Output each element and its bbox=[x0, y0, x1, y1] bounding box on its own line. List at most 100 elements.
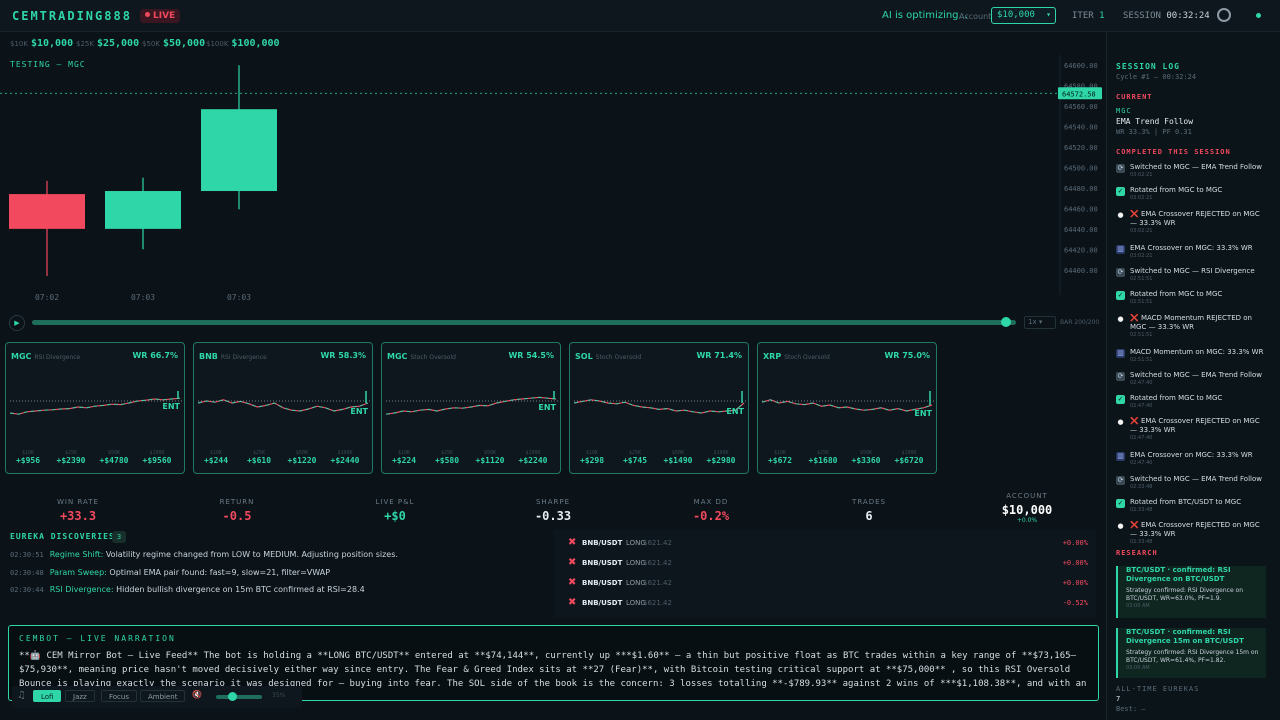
stat-label: LIVE P&L bbox=[375, 498, 415, 506]
current-stats: WR 33.3% | PF 0.31 bbox=[1116, 128, 1192, 136]
trade-price: $621.42 bbox=[643, 559, 672, 567]
volume-slider[interactable] bbox=[216, 695, 262, 699]
discovery-item: 02:30:51 Regime Shift: Volatility regime … bbox=[10, 550, 398, 559]
strategy-card-bnb[interactable]: BNB RSI Divergence WR 58.3% ENT $10K +$244 $25… bbox=[193, 342, 373, 474]
tier-value: +$2980 bbox=[706, 456, 736, 465]
y-tick-label: 64600.00 bbox=[1064, 62, 1098, 70]
card-symbol: MGC Stoch Oversold bbox=[387, 352, 456, 361]
volume-handle[interactable] bbox=[228, 692, 238, 701]
music-ambient-button[interactable]: Ambient bbox=[140, 690, 186, 702]
play-button[interactable]: ▶ bbox=[9, 315, 25, 331]
tier-value: +$1220 bbox=[287, 456, 317, 465]
timeline-scrubber[interactable] bbox=[32, 320, 1016, 325]
stat-return: RETURN -0.5 bbox=[187, 498, 287, 523]
level-50k[interactable]: $50K $50,000 bbox=[142, 38, 205, 49]
music-jazz-button[interactable]: Jazz bbox=[65, 690, 95, 702]
gear-icon[interactable] bbox=[1217, 8, 1231, 22]
trade-row[interactable]: ✖ BNB/USDT LONG $621.42 +0.00% bbox=[568, 537, 1088, 553]
trade-pnl: +0.00% bbox=[1062, 579, 1088, 587]
card-strategy: RSI Divergence bbox=[220, 354, 267, 361]
research-body: Strategy confirmed: RSI Divergence on BT… bbox=[1126, 587, 1244, 602]
tier-value: +$9560 bbox=[142, 456, 172, 465]
log-text: Switched to MGC — RSI Divergence bbox=[1130, 266, 1255, 275]
log-entry: ✓ Rotated from MGC to MGC 02:51:51 bbox=[1116, 290, 1268, 305]
level-25k[interactable]: $25K $25,000 bbox=[76, 38, 139, 49]
mute-icon[interactable]: 🔇 bbox=[192, 690, 202, 699]
card-sparkline bbox=[574, 391, 746, 414]
tier-label: $50K bbox=[107, 450, 121, 456]
log-entry: ● ❌ EMA Crossover REJECTED on MGC — 33.3%… bbox=[1116, 521, 1268, 545]
tier-value: +$1120 bbox=[475, 456, 505, 465]
level-10k[interactable]: $10K $10,000 bbox=[10, 38, 73, 49]
close-icon: ✖ bbox=[568, 577, 577, 588]
log-time: 03:02:21 bbox=[1130, 172, 1153, 178]
log-entry: ⟳ Switched to MGC — EMA Trend Follow 02:47… bbox=[1116, 371, 1268, 386]
tier-pnl: $50K +$1220 bbox=[282, 450, 322, 465]
tier-value: +$1490 bbox=[663, 456, 693, 465]
account-levels: $10K $10,000 $25K $25,000 $50K $50,000 $100… bbox=[0, 32, 1100, 54]
card-winrate: WR 54.5% bbox=[508, 351, 554, 360]
stat-value: $10,000 bbox=[1001, 503, 1053, 517]
tier-pnl: $25K +$580 bbox=[427, 450, 467, 465]
research-card[interactable]: BTC/USDT · confirmed: RSI Divergence 15m… bbox=[1116, 628, 1266, 678]
iter-indicator: ITER 1 bbox=[1072, 11, 1105, 21]
music-focus-button[interactable]: Focus bbox=[101, 690, 137, 702]
research-card[interactable]: BTC/USDT · confirmed: RSI Divergence on … bbox=[1116, 566, 1266, 618]
price-line-overlay bbox=[198, 399, 369, 412]
bulb-icon: ● bbox=[1117, 314, 1124, 323]
discovery-text: Optimal EMA pair found: fast=9, slow=21,… bbox=[106, 568, 331, 577]
music-player bbox=[12, 686, 302, 708]
strategy-card-sol[interactable]: SOL Stoch Oversold WR 71.4% ENT $10K +$298 $25… bbox=[569, 342, 749, 474]
level-value: $10,000 bbox=[30, 38, 74, 49]
session-timer: SESSION 00:32:24 bbox=[1123, 11, 1210, 21]
account-select[interactable]: $10,000 ▾ bbox=[991, 7, 1056, 24]
trade-side: LONG bbox=[626, 599, 646, 607]
trades-panel bbox=[554, 530, 1096, 618]
timeline-handle[interactable] bbox=[1001, 317, 1012, 327]
strategy-card-mgc[interactable]: MGC Stoch Oversold WR 54.5% ENT $10K +$224 $25… bbox=[381, 342, 561, 474]
bulb-icon: ● bbox=[1117, 418, 1124, 427]
log-text: MACD Momentum on MGC: 33.3% WR bbox=[1130, 347, 1264, 356]
price-line-overlay bbox=[762, 399, 933, 412]
music-lofi-button[interactable]: Lofi bbox=[33, 690, 62, 702]
card-winrate: WR 75.0% bbox=[884, 351, 930, 360]
price-line bbox=[574, 399, 745, 414]
log-time: 02:33:48 bbox=[1130, 539, 1153, 546]
trade-pnl: +0.00% bbox=[1062, 559, 1088, 567]
entry-label: ENT bbox=[914, 409, 932, 418]
discovery-key: Regime Shift: bbox=[49, 550, 104, 559]
strategy-card-mgc[interactable]: MGC RSI Divergence WR 66.7% ENT $10K +$956 $25… bbox=[5, 342, 185, 474]
level-value: $25,000 bbox=[96, 38, 140, 49]
y-tick-label: 64420.00 bbox=[1064, 246, 1098, 254]
tier-label: $25K bbox=[628, 450, 642, 456]
log-text: ❌ EMA Crossover REJECTED on MGC — 33.3% … bbox=[1130, 521, 1260, 539]
status-dot-icon bbox=[1256, 13, 1261, 18]
current-price-tag bbox=[1058, 87, 1102, 100]
y-tick-label: 64400.00 bbox=[1064, 267, 1098, 275]
tier-label: $10K bbox=[397, 450, 411, 456]
tier-value: +$580 bbox=[434, 456, 460, 465]
trade-row[interactable]: ✖ BNB/USDT LONG $621.42 +0.00% bbox=[568, 577, 1088, 593]
level-100k[interactable]: $100K $100,000 bbox=[206, 38, 280, 49]
log-time: 03:02:21 bbox=[1130, 252, 1153, 259]
log-text: ❌ MACD Momentum REJECTED on MGC — 33.3% … bbox=[1130, 313, 1252, 331]
strategy-card-xrp[interactable]: XRP Stoch Oversold WR 75.0% ENT $10K +$672 $25… bbox=[757, 342, 937, 474]
trade-row[interactable]: ✖ BNB/USDT LONG $621.42 -0.52% bbox=[568, 597, 1088, 613]
trade-symbol: BNB/USDT bbox=[582, 579, 623, 587]
trade-row[interactable]: ✖ BNB/USDT LONG $621.42 +0.00% bbox=[568, 557, 1088, 573]
live-label: LIVE bbox=[153, 11, 176, 21]
session-log-title: SESSION LOG bbox=[1116, 62, 1180, 71]
speed-select[interactable]: 1x ▾ bbox=[1024, 316, 1056, 329]
stat-value: 6 bbox=[865, 509, 873, 523]
tier-label: $100K bbox=[525, 450, 541, 456]
tier-pnl: $25K +$745 bbox=[615, 450, 655, 465]
switch-icon: ⟳ bbox=[1116, 371, 1125, 381]
trade-side: LONG bbox=[626, 539, 646, 547]
tier-pnl: $100K +$9560 bbox=[137, 450, 177, 465]
main-candle-chart[interactable]: 64600.00 64580.00 64560.00 64540.00 64520.00… bbox=[0, 55, 1105, 310]
trade-price: $621.42 bbox=[643, 539, 672, 547]
tier-pnl: $50K +$1120 bbox=[470, 450, 510, 465]
tier-pnl: $100K +$2440 bbox=[325, 450, 365, 465]
trade-symbol: BNB/USDT bbox=[582, 559, 623, 567]
log-entry: ⟳ Switched to MGC — EMA Trend Follow 02:33… bbox=[1116, 475, 1268, 490]
